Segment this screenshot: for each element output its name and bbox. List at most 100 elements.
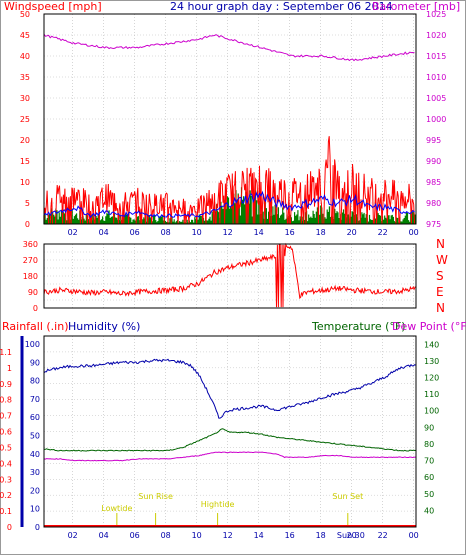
dewpoint-title: Dew Point (°F): [392, 320, 466, 333]
y2-tick-label: 1010: [426, 73, 446, 82]
x-tick-label: 20: [347, 228, 357, 237]
y-tick-label: 0.3: [0, 475, 12, 484]
x-tick-label: 10: [192, 228, 202, 237]
y-tick-label: 0.6: [0, 428, 12, 437]
x-tick-label: 22: [378, 228, 388, 237]
compass-label: N: [436, 301, 445, 315]
humidity-title: Humidity (%): [68, 320, 140, 333]
date-marker: Sun 30: [337, 531, 365, 540]
compass-label: S: [436, 269, 444, 283]
wind-direction-series: [43, 242, 417, 308]
y-tick-label: 0: [7, 523, 12, 532]
x-tick-label: 02: [68, 531, 78, 540]
x-tick-label: 12: [223, 531, 233, 540]
y2-tick-label: 1005: [426, 94, 446, 103]
x-tick-label: 06: [130, 531, 140, 540]
y-tick-label: 0: [33, 304, 38, 313]
x-tick-label: 00: [409, 531, 419, 540]
y2-tick-label: 130: [424, 357, 439, 366]
y-tick-label: 25: [20, 115, 30, 124]
plot-frame: [43, 13, 417, 225]
y-tick-label: 0.5: [0, 443, 12, 452]
y-tick-label: 180: [23, 272, 38, 281]
temperature-series: [43, 428, 417, 452]
x-tick-label: 14: [254, 531, 264, 540]
event-label: Sun Set: [332, 492, 363, 501]
y2-tick-label: 975: [426, 220, 441, 229]
y2-tick-label: 1000: [426, 115, 446, 124]
y2-tick-label: 120: [424, 374, 439, 383]
x-tick-label: 02: [68, 228, 78, 237]
windspeed-title: Windspeed [mph]: [4, 0, 102, 13]
y-mid-tick-label: 70: [30, 395, 40, 404]
y-mid-tick-label: 50: [30, 432, 40, 441]
plot-frame: [43, 243, 417, 309]
humidity-series: [43, 358, 417, 419]
y-tick-label: 5: [25, 199, 30, 208]
rainfall-title: Rainfall (.in): [2, 320, 69, 333]
y-tick-label: 270: [23, 256, 38, 265]
y2-tick-label: 990: [426, 157, 441, 166]
y-mid-tick-label: 90: [30, 358, 40, 367]
x-tick-label: 12: [223, 228, 233, 237]
x-tick-label: 08: [161, 228, 171, 237]
y2-tick-label: 110: [424, 390, 439, 399]
y2-tick-label: 50: [424, 490, 434, 499]
plot-frame: [43, 335, 417, 528]
y-mid-tick-label: 80: [30, 377, 40, 386]
y-tick-label: 0.4: [0, 459, 12, 468]
y-tick-label: 50: [20, 10, 30, 19]
y-tick-label: 90: [28, 288, 38, 297]
event-label: Hightide: [201, 500, 235, 509]
wind-speed-series: [43, 136, 416, 225]
x-tick-label: 10: [192, 531, 202, 540]
x-tick-label: 22: [378, 531, 388, 540]
x-tick-label: 18: [316, 531, 326, 540]
y2-tick-label: 1015: [426, 52, 446, 61]
x-tick-label: 16: [285, 228, 295, 237]
humidity-temperature-panel: 0 0.1 0.2 0.3 0.4 0.5 0.6 0.7 0.8 0.9 1 1.1 0 10 20 30 4…: [0, 335, 439, 540]
y2-tick-label: 140: [424, 340, 439, 349]
y2-tick-label: 40: [424, 506, 434, 515]
x-tick-label: 18: [316, 228, 326, 237]
y-tick-label: 0.9: [0, 380, 12, 389]
y-tick-label: 20: [20, 136, 30, 145]
compass-label: W: [436, 253, 448, 267]
y-mid-tick-label: 30: [30, 468, 40, 477]
y-tick-label: 360: [23, 240, 38, 249]
x-tick-label: 16: [285, 531, 295, 540]
y-tick-label: 45: [20, 31, 30, 40]
x-tick-label: 04: [99, 531, 109, 540]
y-tick-label: 0.7: [0, 412, 12, 421]
y2-tick-label: 100: [424, 407, 439, 416]
y-tick-label: 0.8: [0, 396, 12, 405]
barometer-title: Barometer [mb]: [372, 0, 460, 13]
y-mid-tick-label: 0: [35, 523, 40, 532]
temperature-title: Temperature (°F): [311, 320, 406, 333]
y-mid-tick-label: 10: [30, 505, 40, 514]
y2-tick-label: 1025: [426, 10, 446, 19]
y-mid-tick-label: 100: [25, 340, 40, 349]
y2-tick-label: 995: [426, 136, 441, 145]
y-tick-label: 1: [7, 364, 12, 373]
y2-tick-label: 90: [424, 423, 434, 432]
y-mid-tick-label: 20: [30, 486, 40, 495]
y-tick-label: 1.1: [0, 348, 12, 357]
y-tick-label: 40: [20, 52, 30, 61]
x-tick-label: 20: [347, 531, 357, 540]
x-tick-label: 14: [254, 228, 264, 237]
barometer-series: [43, 33, 415, 62]
y-tick-label: 30: [20, 94, 30, 103]
y2-tick-label: 70: [424, 457, 434, 466]
y-tick-label: 0.2: [0, 491, 12, 500]
y2-tick-label: 1020: [426, 31, 446, 40]
x-tick-label: 08: [161, 531, 171, 540]
y-tick-label: 15: [20, 157, 30, 166]
y-tick-label: 0.1: [0, 507, 12, 516]
event-label: Sun Rise: [138, 492, 173, 501]
y2-tick-label: 80: [424, 440, 434, 449]
